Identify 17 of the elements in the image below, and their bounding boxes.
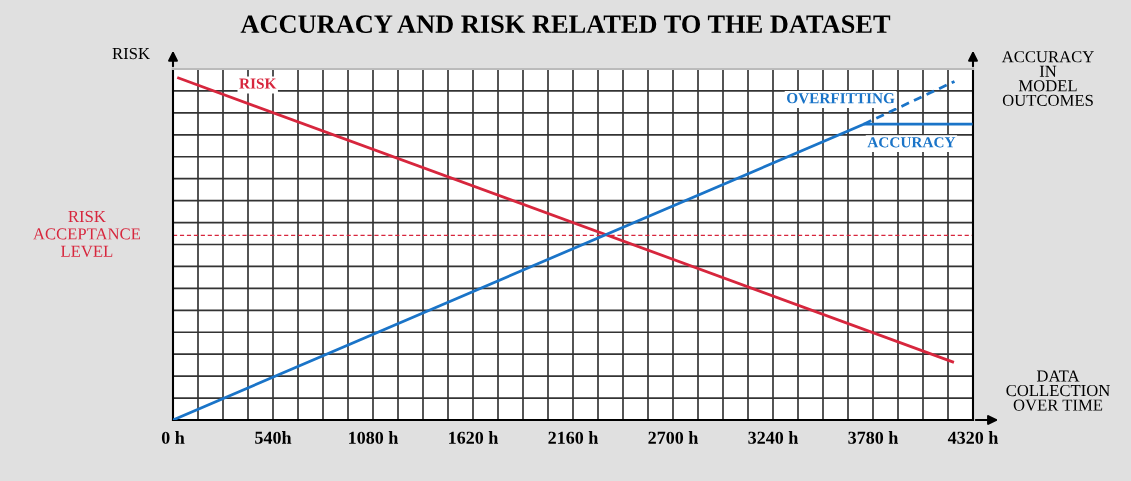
x-tick-label: 3240 h [748,431,799,444]
y2-axis-title: ACCURACY IN MODEL OUTCOMES [1001,51,1094,106]
series-label: RISK [239,78,277,89]
series-label: ACCURACY [867,137,956,148]
x-tick-label: 0 h [161,431,185,444]
x-axis-title: DATA COLLECTION OVER TIME [1006,370,1110,411]
x-tick-label: 4320 h [947,431,999,444]
x-tick-label: 1080 h [349,431,399,444]
x-tick-label: 2700 h [648,431,699,444]
series-label: OVERFITTING [787,93,895,104]
x-tick-label: 2160 h [548,431,599,444]
ref-line-label: RISK ACCEPTANCE LEVEL [33,210,141,258]
chart-title: ACCURACY AND RISK RELATED TO THE DATASET [240,15,891,34]
x-tick-label: 540h [255,431,292,444]
y-axis-title: RISK [112,47,150,60]
x-tick-label: 1620 h [449,431,499,444]
x-tick-label: 3780 h [848,431,899,444]
